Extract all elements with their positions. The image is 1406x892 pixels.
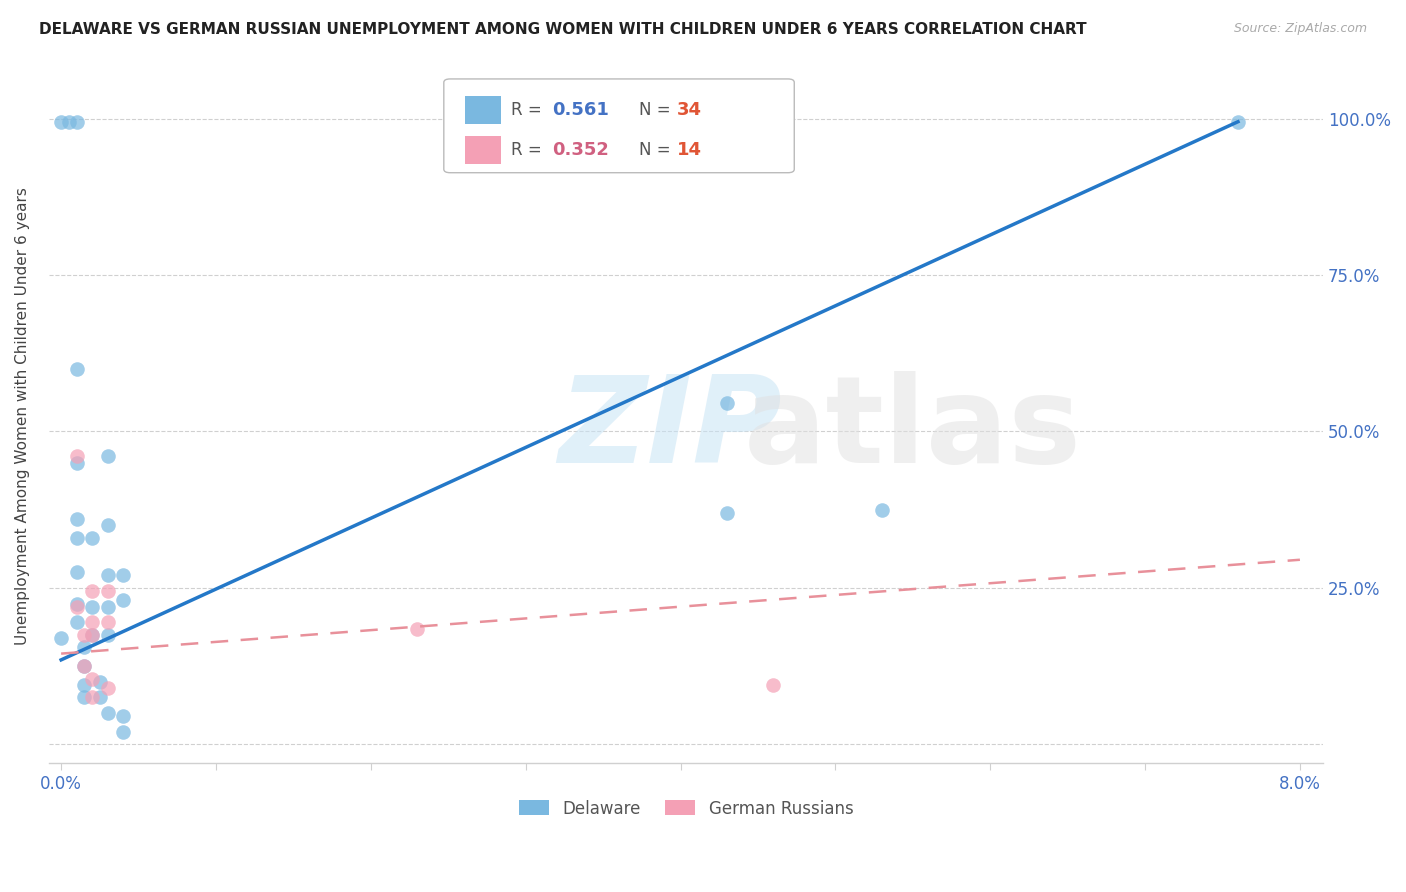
FancyBboxPatch shape (465, 96, 501, 124)
Point (112, 593, 135, 607)
Point (65, 597, 87, 611)
Point (97, 450, 120, 464)
Text: Source: ZipAtlas.com: Source: ZipAtlas.com (1233, 22, 1367, 36)
Point (89, 674, 111, 689)
Point (49, 114, 72, 128)
Point (97, 615, 120, 630)
Point (716, 396, 738, 410)
Text: 0.352: 0.352 (553, 141, 609, 159)
Point (89, 690, 111, 705)
Y-axis label: Unemployment Among Women with Children Under 6 years: Unemployment Among Women with Children U… (15, 187, 30, 645)
Point (82, 599, 104, 614)
Legend: Delaware, German Russians: Delaware, German Russians (512, 793, 860, 824)
Point (97, 599, 120, 614)
Point (97, 568, 120, 582)
Point (1226, 114, 1249, 128)
Text: R =: R = (512, 141, 547, 159)
Point (82, 672, 104, 686)
Point (65, 599, 87, 614)
Point (65, 512, 87, 526)
Point (73, 659, 96, 673)
Point (58, 114, 80, 128)
Point (97, 706, 120, 720)
Text: N =: N = (638, 101, 676, 120)
Point (762, 678, 785, 692)
Point (82, 531, 104, 545)
Point (65, 456, 87, 470)
FancyBboxPatch shape (465, 136, 501, 164)
Text: DELAWARE VS GERMAN RUSSIAN UNEMPLOYMENT AMONG WOMEN WITH CHILDREN UNDER 6 YEARS : DELAWARE VS GERMAN RUSSIAN UNEMPLOYMENT … (39, 22, 1087, 37)
Point (73, 640, 96, 655)
Text: ZIP: ZIP (558, 371, 782, 488)
Point (112, 568, 135, 582)
Text: atlas: atlas (744, 371, 1081, 488)
Text: 34: 34 (678, 101, 702, 120)
Text: 0.561: 0.561 (553, 101, 609, 120)
Point (82, 615, 104, 630)
Point (82, 628, 104, 642)
Point (112, 709, 135, 723)
Point (82, 690, 104, 705)
Point (73, 628, 96, 642)
Point (97, 584, 120, 599)
Point (97, 681, 120, 695)
Point (716, 506, 738, 520)
Point (65, 114, 87, 128)
Point (73, 690, 96, 705)
Point (73, 659, 96, 673)
Text: R =: R = (512, 101, 547, 120)
Point (49, 631, 72, 645)
Point (82, 628, 104, 642)
Point (73, 678, 96, 692)
Point (65, 566, 87, 580)
FancyBboxPatch shape (444, 78, 794, 173)
Point (406, 622, 429, 636)
Point (65, 531, 87, 545)
Point (97, 628, 120, 642)
Point (65, 362, 87, 376)
Point (82, 584, 104, 599)
Text: 14: 14 (678, 141, 702, 159)
Point (65, 615, 87, 630)
Text: N =: N = (638, 141, 676, 159)
Point (870, 502, 893, 516)
Point (112, 724, 135, 739)
Point (97, 518, 120, 533)
Point (65, 450, 87, 464)
